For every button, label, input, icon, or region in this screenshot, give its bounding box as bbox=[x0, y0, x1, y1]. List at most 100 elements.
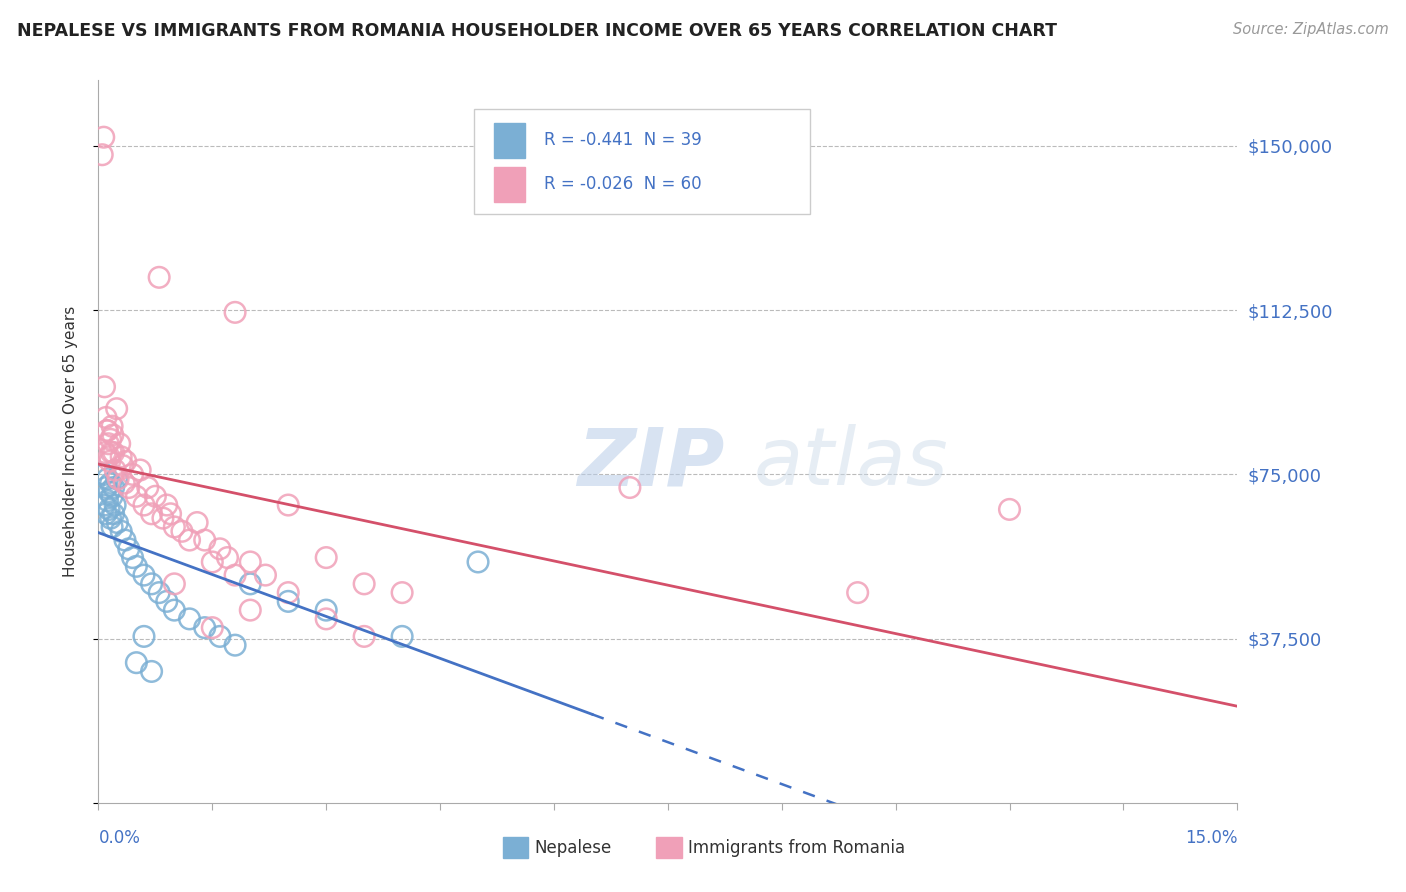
Point bbox=[100, 511, 122, 525]
Point bbox=[201, 621, 224, 635]
Bar bbox=[503, 837, 527, 858]
Point bbox=[141, 507, 163, 521]
FancyBboxPatch shape bbox=[474, 109, 810, 214]
Point bbox=[239, 603, 262, 617]
Point bbox=[100, 476, 122, 491]
Bar bbox=[657, 837, 682, 858]
Point bbox=[194, 621, 217, 635]
Text: R = -0.441  N = 39: R = -0.441 N = 39 bbox=[544, 131, 702, 149]
Point bbox=[194, 533, 217, 547]
Point bbox=[93, 380, 115, 394]
Point bbox=[103, 445, 125, 459]
Point bbox=[94, 445, 117, 459]
Point bbox=[391, 585, 413, 599]
Point bbox=[118, 541, 141, 556]
Point bbox=[277, 585, 299, 599]
Point bbox=[277, 594, 299, 608]
Point bbox=[93, 467, 115, 482]
Point bbox=[101, 489, 124, 503]
Point bbox=[96, 493, 118, 508]
Point bbox=[125, 656, 148, 670]
Point bbox=[114, 533, 136, 547]
Point bbox=[208, 629, 231, 643]
Point bbox=[121, 467, 143, 482]
Point bbox=[103, 507, 125, 521]
Text: R = -0.026  N = 60: R = -0.026 N = 60 bbox=[544, 176, 702, 194]
Point bbox=[152, 511, 174, 525]
Point bbox=[156, 594, 179, 608]
Point bbox=[98, 454, 121, 468]
Point bbox=[100, 433, 122, 447]
Point bbox=[101, 520, 124, 534]
Point bbox=[201, 555, 224, 569]
Point bbox=[163, 520, 186, 534]
Point bbox=[104, 498, 127, 512]
Point bbox=[96, 472, 118, 486]
Point bbox=[94, 481, 117, 495]
Point bbox=[125, 559, 148, 574]
Y-axis label: Householder Income Over 65 years: Householder Income Over 65 years bbox=[63, 306, 77, 577]
Point bbox=[129, 463, 152, 477]
Point bbox=[132, 498, 155, 512]
Point bbox=[141, 577, 163, 591]
Text: NEPALESE VS IMMIGRANTS FROM ROMANIA HOUSEHOLDER INCOME OVER 65 YEARS CORRELATION: NEPALESE VS IMMIGRANTS FROM ROMANIA HOUS… bbox=[17, 22, 1057, 40]
Point bbox=[93, 498, 115, 512]
Point bbox=[254, 568, 277, 582]
Text: 0.0%: 0.0% bbox=[98, 829, 141, 847]
Point bbox=[105, 472, 128, 486]
Point bbox=[179, 612, 201, 626]
Point bbox=[467, 555, 489, 569]
Point bbox=[224, 305, 246, 319]
Point bbox=[100, 445, 122, 459]
Point bbox=[105, 401, 128, 416]
Point bbox=[145, 489, 167, 503]
Point bbox=[148, 270, 170, 285]
Text: 15.0%: 15.0% bbox=[1185, 829, 1237, 847]
Point bbox=[101, 428, 124, 442]
Bar bbox=[494, 167, 526, 202]
Point bbox=[107, 516, 129, 530]
Point bbox=[103, 481, 125, 495]
Point bbox=[112, 476, 135, 491]
Point bbox=[121, 550, 143, 565]
Point bbox=[619, 481, 641, 495]
Point bbox=[98, 450, 121, 464]
Point bbox=[118, 481, 141, 495]
Point bbox=[104, 463, 127, 477]
Point bbox=[208, 541, 231, 556]
Point bbox=[353, 629, 375, 643]
Point bbox=[224, 638, 246, 652]
Text: ZIP: ZIP bbox=[576, 425, 724, 502]
Point bbox=[125, 489, 148, 503]
Point bbox=[94, 410, 117, 425]
Point bbox=[136, 481, 159, 495]
Point bbox=[170, 524, 193, 539]
Point bbox=[96, 424, 118, 438]
Point bbox=[179, 533, 201, 547]
Text: atlas: atlas bbox=[754, 425, 948, 502]
Point bbox=[141, 665, 163, 679]
Point bbox=[94, 507, 117, 521]
Point bbox=[156, 498, 179, 512]
Point bbox=[186, 516, 208, 530]
Point bbox=[239, 555, 262, 569]
Point bbox=[277, 498, 299, 512]
Point bbox=[114, 454, 136, 468]
Point bbox=[239, 577, 262, 591]
Point bbox=[998, 502, 1021, 516]
Point bbox=[108, 436, 131, 450]
Point bbox=[846, 585, 869, 599]
Point bbox=[91, 147, 114, 161]
Point bbox=[97, 436, 120, 450]
Point bbox=[224, 568, 246, 582]
Text: Immigrants from Romania: Immigrants from Romania bbox=[689, 838, 905, 856]
Point bbox=[315, 550, 337, 565]
Point bbox=[93, 130, 115, 145]
Point bbox=[107, 472, 129, 486]
Point bbox=[132, 568, 155, 582]
Point bbox=[96, 424, 118, 438]
Point bbox=[163, 577, 186, 591]
Point bbox=[217, 550, 239, 565]
Point bbox=[98, 484, 121, 499]
Point bbox=[148, 585, 170, 599]
